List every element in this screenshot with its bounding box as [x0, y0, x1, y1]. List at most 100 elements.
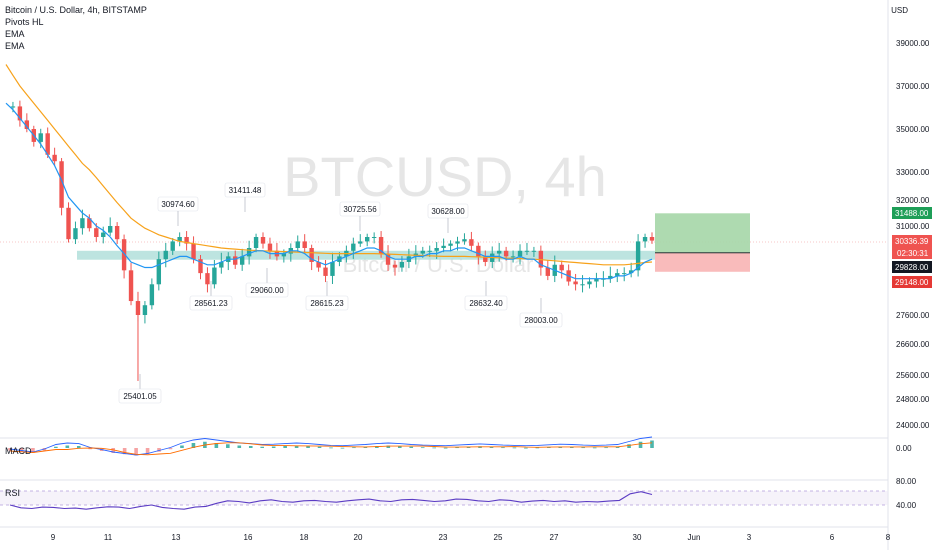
candle-body — [219, 261, 224, 268]
legend-ema-slow[interactable]: EMA — [5, 41, 25, 51]
candle-body — [545, 267, 551, 276]
legend-ema-fast[interactable]: EMA — [5, 29, 25, 39]
candle-body — [156, 259, 162, 285]
pivot-high-label: 30974.60 — [157, 196, 199, 226]
rsi-label[interactable]: RSI — [5, 488, 21, 498]
candle-body — [177, 237, 182, 242]
candle-body — [170, 241, 175, 251]
x-tick-label: 18 — [300, 533, 309, 542]
tag-countdown-text: 02:30:31 — [897, 249, 929, 258]
chart-legend: Bitcoin / U.S. Dollar, 4h, BITSTAMP Pivo… — [5, 4, 147, 52]
candle-body — [142, 305, 148, 315]
macd-histogram-bar — [569, 446, 574, 448]
macd-histogram-bar — [237, 445, 242, 448]
pivot-low-label: 28632.40 — [464, 281, 508, 311]
ema-slow-line — [5, 64, 653, 266]
tag-last-price-box — [892, 235, 932, 259]
pivot-low-box — [305, 295, 349, 311]
candle-body — [441, 245, 446, 248]
y-tick-label: 26600.00 — [896, 340, 930, 349]
candle-body — [434, 248, 439, 251]
candle-body — [427, 250, 432, 252]
macd-histogram-bar — [248, 446, 253, 448]
candle-body — [594, 278, 599, 282]
macd-histogram-bar — [386, 445, 391, 448]
macd-histogram-bar — [306, 446, 310, 448]
x-tick-label: 13 — [172, 533, 181, 542]
macd-histogram-bar — [317, 446, 322, 448]
macd-histogram-bar — [615, 446, 620, 448]
pivot-low-text: 29060.00 — [250, 286, 284, 295]
rsi-pane: 80.00 40.00 — [0, 477, 917, 510]
x-tick-label: 8 — [886, 533, 891, 542]
pivot-low-box — [189, 295, 233, 311]
currency-label: USD — [891, 6, 908, 15]
macd-histogram-bar — [638, 441, 643, 448]
macd-histogram-bar — [627, 444, 631, 448]
legend-pivots[interactable]: Pivots HL — [5, 17, 44, 27]
x-tick-label: 6 — [830, 533, 835, 542]
candle-body — [149, 284, 155, 306]
candle-body — [580, 284, 585, 286]
candle-body — [559, 264, 564, 271]
pivot-low-box — [464, 295, 508, 311]
macd-histogram-bar — [432, 447, 436, 449]
x-tick-label: 3 — [747, 533, 752, 542]
tag-take-profit-text: 31488.00 — [895, 209, 929, 218]
candle-body — [114, 226, 120, 240]
candle-body — [378, 237, 384, 254]
candle-body — [399, 261, 405, 268]
y-tick-label: 33000.00 — [896, 168, 930, 177]
pivot-low-label: 28561.23 — [189, 281, 233, 311]
pivot-low-text: 28615.23 — [310, 299, 344, 308]
macd-histogram-bar — [260, 446, 265, 448]
macd-histogram-bar — [76, 446, 81, 448]
x-tick-label: 11 — [104, 533, 113, 542]
x-tick-label: Jun — [688, 533, 701, 542]
y-tick-label: 27600.00 — [896, 311, 930, 320]
macd-histogram-bar — [512, 447, 517, 449]
candle-body — [462, 239, 467, 242]
macd-histogram-bar — [54, 446, 58, 448]
pivot-high-text: 30974.60 — [161, 200, 195, 209]
pivot-high-label: 30725.56 — [339, 201, 381, 231]
tag-entry-text: 29828.00 — [895, 263, 929, 272]
price-tags: 31488.00 30336.39 02:30:31 29828.00 29148.00 — [892, 207, 932, 288]
legend-symbol[interactable]: Bitcoin / U.S. Dollar, 4h, BITSTAMP — [5, 5, 147, 15]
candle-body — [622, 273, 627, 275]
candle-body — [469, 239, 474, 246]
candle-body — [496, 250, 502, 254]
candle-body — [267, 243, 273, 251]
macd-label[interactable]: MACD — [5, 446, 32, 456]
x-tick-label: 20 — [354, 533, 363, 542]
tag-stop-loss-text: 29148.00 — [895, 278, 929, 287]
macd-histogram-bar — [134, 448, 138, 456]
candle-body — [628, 270, 634, 274]
candle-body — [191, 243, 196, 260]
macd-histogram-bar — [19, 448, 24, 452]
candle-body — [94, 228, 99, 237]
pivot-high-text: 30725.56 — [343, 205, 377, 214]
macd-histogram-bar — [466, 446, 471, 448]
macd-histogram-bar — [581, 447, 586, 449]
candle-body — [205, 273, 210, 285]
pivot-low-label: 28615.23 — [305, 281, 349, 311]
rsi-tick-lower: 40.00 — [896, 501, 917, 510]
candle-body — [38, 133, 43, 142]
macd-histogram-bar — [168, 448, 173, 450]
candle-body — [73, 228, 78, 240]
candle-body — [448, 243, 453, 246]
candle-body — [24, 120, 30, 129]
tag-stop-loss-box — [892, 276, 932, 288]
pivot-low-text: 28003.00 — [524, 316, 558, 325]
candle-body — [184, 237, 189, 244]
candle-body — [330, 261, 335, 276]
candle-body — [80, 218, 85, 229]
x-tick-label: 23 — [439, 533, 448, 542]
candle-body — [17, 106, 23, 121]
tag-last-price-text: 30336.39 — [895, 237, 929, 246]
candle-body — [392, 264, 398, 268]
candle-body — [10, 106, 16, 108]
